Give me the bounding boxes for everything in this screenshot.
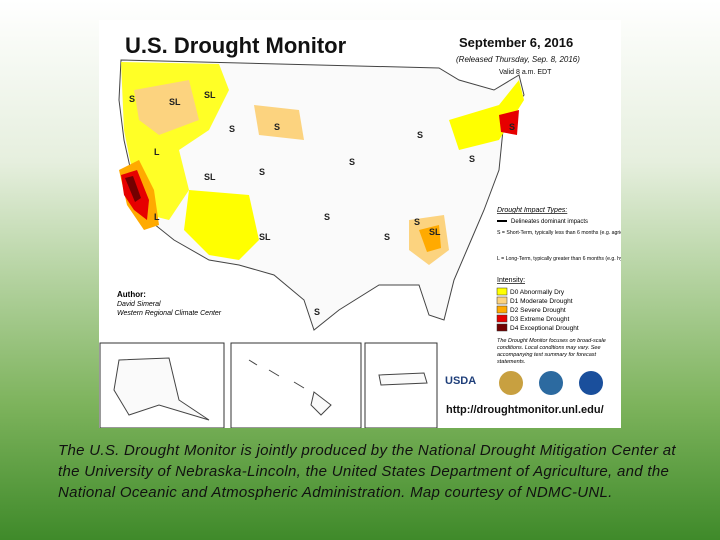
region-label: S bbox=[314, 307, 320, 317]
usda-logo: USDA bbox=[445, 375, 476, 387]
legend-swatch bbox=[496, 305, 508, 314]
region-label: L bbox=[154, 147, 160, 157]
region-label: S bbox=[324, 212, 330, 222]
alaska bbox=[113, 357, 210, 421]
region-label: S bbox=[274, 122, 280, 132]
legend-label: D1 Moderate Drought bbox=[510, 298, 573, 305]
legend: Drought Impact Types: Delineates dominant… bbox=[496, 207, 621, 365]
region-label: SL bbox=[259, 232, 271, 242]
legend-text: Delineates dominant impacts bbox=[511, 219, 588, 225]
puerto-rico-inset bbox=[364, 342, 438, 428]
region-label: SL bbox=[429, 227, 441, 237]
legend-label: D0 Abnormally Dry bbox=[510, 289, 565, 296]
region-label: L bbox=[154, 212, 160, 222]
drought-area bbox=[499, 110, 519, 135]
region-label: S bbox=[414, 217, 420, 227]
drought-area bbox=[254, 105, 304, 140]
legend-swatch bbox=[496, 296, 508, 305]
drought-area bbox=[125, 176, 141, 202]
drought-area bbox=[419, 225, 441, 252]
region-label: SL bbox=[204, 172, 216, 182]
map-title: U.S. Drought Monitor bbox=[125, 33, 347, 58]
author-org: Western Regional Climate Center bbox=[117, 310, 222, 317]
author-label: Author: bbox=[117, 290, 146, 299]
legend-text: L = Long-Term, typically greater than 6 … bbox=[497, 256, 621, 262]
map-date: September 6, 2016 bbox=[459, 35, 573, 50]
valid: Valid 8 a.m. EDT bbox=[499, 69, 552, 76]
legend-title: Drought Impact Types: bbox=[497, 207, 567, 214]
drought-area bbox=[449, 80, 524, 150]
region-label: S bbox=[509, 122, 515, 132]
legend-note: The Drought Monitor focuses on broad-sca… bbox=[497, 338, 606, 365]
region-label: S bbox=[259, 167, 265, 177]
legend-swatch bbox=[496, 323, 508, 332]
caption: The U.S. Drought Monitor is jointly prod… bbox=[58, 442, 676, 501]
drought-area bbox=[134, 80, 199, 135]
region-label: SL bbox=[169, 97, 181, 107]
legend-swatch bbox=[496, 314, 508, 323]
logo bbox=[539, 371, 563, 395]
url: http://droughtmonitor.unl.edu/ bbox=[446, 404, 604, 416]
legend-label: D3 Extreme Drought bbox=[510, 316, 569, 323]
hawaii bbox=[248, 359, 332, 416]
drought-area bbox=[184, 190, 259, 260]
author: David Simeral bbox=[117, 301, 161, 308]
logo bbox=[579, 371, 603, 395]
puerto-rico bbox=[378, 372, 428, 386]
legend-title: Intensity: bbox=[497, 277, 525, 284]
legend-text: S = Short-Term, typically less than 6 mo… bbox=[497, 230, 621, 236]
region-label: SL bbox=[204, 90, 216, 100]
region-label: S bbox=[384, 232, 390, 242]
region-label: S bbox=[349, 157, 355, 167]
legend-swatch bbox=[496, 287, 508, 296]
legend-label: D4 Exceptional Drought bbox=[510, 325, 579, 332]
us-outline bbox=[118, 59, 525, 331]
hawaii-inset bbox=[230, 342, 362, 428]
legend-label: D2 Severe Drought bbox=[510, 307, 566, 314]
region-label: S bbox=[417, 130, 423, 140]
region-label: S bbox=[129, 94, 135, 104]
region-label: S bbox=[229, 124, 235, 134]
header: U.S. Drought Monitor September 6, 2016 (… bbox=[125, 33, 580, 76]
logo bbox=[499, 371, 523, 395]
region-label: S bbox=[469, 154, 475, 164]
released: (Released Thursday, Sep. 8, 2016) bbox=[456, 55, 580, 64]
